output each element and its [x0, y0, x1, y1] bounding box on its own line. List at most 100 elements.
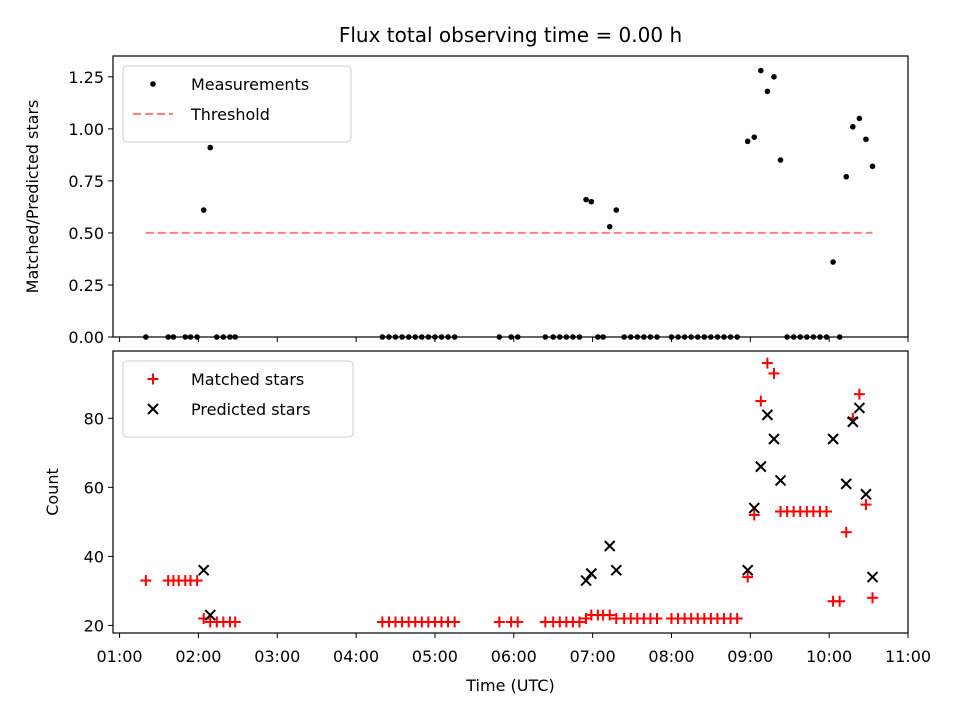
measurement-point	[744, 138, 751, 145]
measurement-point	[856, 115, 863, 122]
legend-label: Threshold	[190, 105, 270, 124]
series-predicted-stars	[197, 402, 879, 621]
measurement-point	[869, 163, 876, 170]
x-stroke-b	[866, 571, 879, 583]
matched-star-marker	[140, 575, 152, 587]
measurement-point	[843, 173, 850, 180]
matched-star-marker	[493, 616, 505, 628]
x-tick-label: 03:00	[254, 647, 300, 666]
measurement-point	[758, 67, 764, 74]
matched-star-marker	[761, 357, 773, 369]
x-stroke-b	[755, 460, 767, 473]
legend-label: Matched stars	[191, 370, 304, 389]
y-tick-label: 0.50	[68, 224, 104, 243]
measurement-point	[850, 123, 856, 130]
x-tick-label: 08:00	[648, 647, 694, 666]
legend-entry: Predicted stars	[147, 400, 311, 419]
x-tick-label: 09:00	[727, 647, 773, 666]
measurement-point	[830, 259, 836, 265]
x-stroke-b	[761, 409, 774, 421]
x-stroke-b	[197, 564, 210, 576]
y-tick-label: 40	[84, 547, 104, 566]
measurement-point	[764, 88, 771, 95]
matched-star-marker	[651, 613, 663, 625]
x-tick-label: 02:00	[175, 647, 221, 666]
matched-star-marker	[834, 595, 846, 607]
legend-swatch	[150, 81, 156, 87]
x-stroke-b	[610, 564, 622, 576]
matched-star-marker	[768, 367, 780, 379]
predicted-star-marker	[741, 564, 754, 576]
predicted-star-marker	[197, 564, 210, 576]
x-stroke-b	[774, 474, 787, 487]
matched-star-marker	[821, 506, 833, 518]
x-stroke-b	[604, 540, 616, 552]
predicted-star-marker	[204, 609, 216, 621]
predicted-star-marker	[827, 433, 839, 445]
measurement-point	[200, 207, 207, 213]
measurement-point	[207, 144, 214, 151]
axes-frame	[112, 350, 909, 634]
legend-swatch-b	[147, 403, 159, 415]
measurement-point	[777, 157, 784, 163]
y-axis-label: Count	[43, 468, 62, 516]
measurement-point	[588, 198, 595, 205]
matched-star-marker	[755, 395, 767, 407]
legend-label: Measurements	[191, 75, 309, 94]
x-tick-label: 01:00	[97, 647, 143, 666]
y-tick-label: 80	[84, 409, 104, 428]
matched-star-marker	[840, 526, 852, 538]
x-tick-label: 05:00	[412, 647, 458, 666]
matched-star-marker	[853, 388, 865, 400]
x-stroke-b	[827, 433, 839, 445]
predicted-star-marker	[768, 433, 780, 445]
predicted-star-marker	[853, 402, 866, 414]
legend: Measurements Threshold	[122, 65, 352, 143]
x-stroke-b	[741, 564, 754, 576]
measurement-point	[771, 74, 777, 80]
x-tick-label: 04:00	[333, 647, 379, 666]
x-stroke-b	[847, 416, 859, 428]
y-tick-label: 1.00	[68, 120, 104, 139]
y-tick-label: 60	[84, 478, 104, 497]
x-stroke-b	[853, 402, 866, 414]
x-stroke-b	[580, 574, 592, 587]
legend-entry: Matched stars	[147, 370, 304, 389]
predicted-star-marker	[610, 564, 622, 576]
matched-star-marker	[867, 592, 879, 604]
predicted-star-marker	[774, 474, 787, 487]
y-axis-label: Matched/Predicted stars	[23, 100, 42, 294]
predicted-star-marker	[604, 540, 616, 552]
matched-star-marker	[742, 571, 754, 583]
matched-star-marker	[604, 609, 616, 621]
measurement-point	[606, 223, 613, 230]
panel-bottom: 20 40 60 80 01:00 02:00 03:00 04:00 05:00 06:00 07…	[43, 350, 931, 666]
matched-star-marker	[449, 616, 461, 628]
matched-star-marker	[731, 613, 743, 625]
legend-entry: Measurements	[150, 75, 309, 94]
matched-star-marker	[512, 616, 524, 628]
panel-top: 0.00 0.25 0.50 0.75 1.00 1.25 Matched/Predicte…	[23, 55, 909, 347]
legend-label: Predicted stars	[191, 400, 311, 419]
y-tick-label: 0.75	[68, 172, 104, 191]
predicted-star-marker	[847, 416, 859, 428]
legend-box	[122, 360, 354, 438]
matched-star-marker	[860, 499, 872, 511]
predicted-star-marker	[585, 567, 598, 580]
predicted-star-marker	[580, 574, 592, 587]
matched-star-marker	[573, 616, 585, 628]
matched-star-marker	[748, 509, 760, 521]
x-tick-label: 07:00	[570, 647, 616, 666]
predicted-star-marker	[761, 409, 774, 421]
y-tick-label: 1.25	[68, 68, 104, 87]
legend-box	[122, 65, 352, 143]
x-stroke-b	[860, 488, 872, 500]
legend-entry: Threshold	[133, 105, 270, 124]
y-tick-label: 0.00	[68, 328, 104, 347]
measurement-point	[583, 196, 589, 203]
measurement-point	[613, 207, 620, 213]
predicted-star-marker	[866, 571, 879, 583]
series-matched-stars	[140, 357, 879, 628]
chart-title: Flux total observing time = 0.00 h	[339, 23, 682, 47]
